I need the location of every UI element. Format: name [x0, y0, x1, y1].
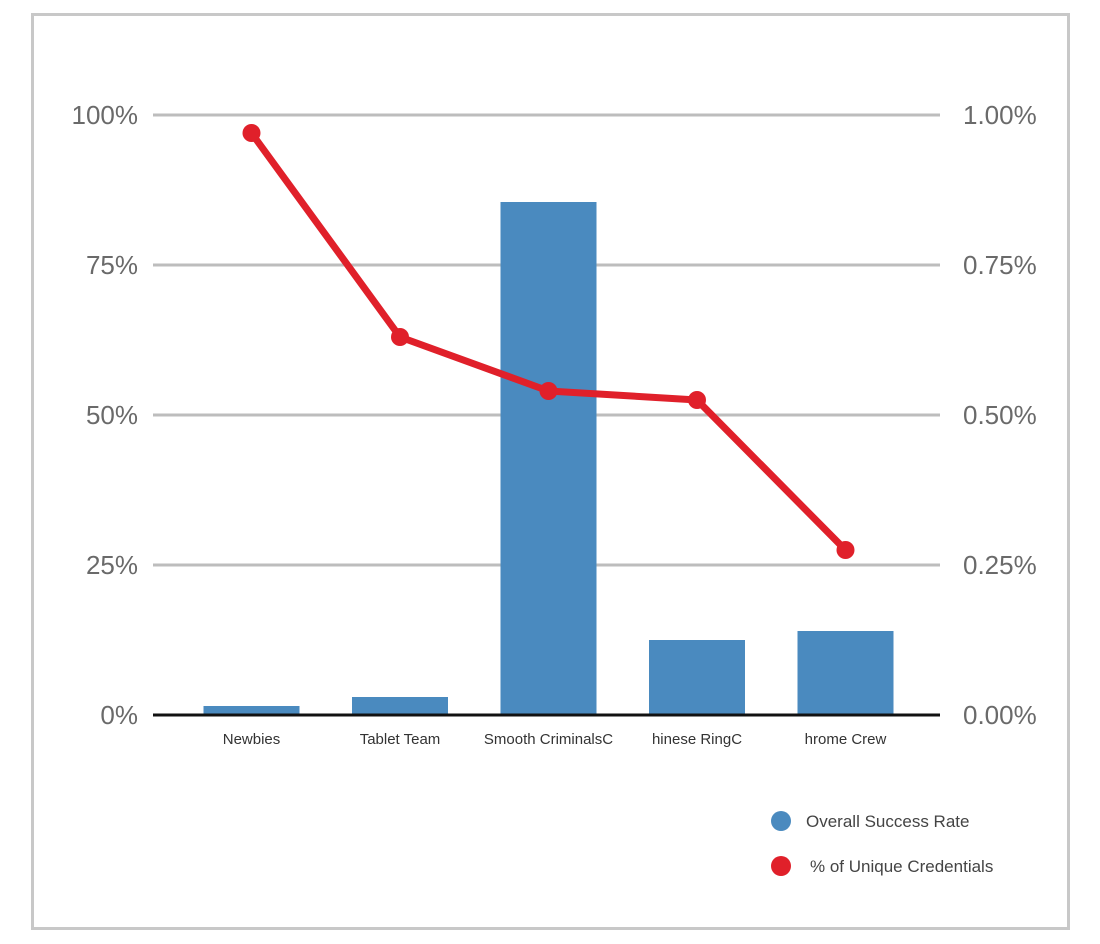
legend-marker	[771, 811, 791, 831]
legend: Overall Success Rate % of Unique Credenti…	[771, 811, 993, 876]
line-series	[242, 124, 855, 559]
line-point	[391, 328, 409, 346]
y-right-tick-label: 0.75%	[963, 250, 1037, 280]
line-point	[539, 382, 558, 400]
bar	[352, 697, 448, 715]
x-tick-label: hrome Crew	[805, 731, 887, 748]
bar-series	[203, 202, 894, 715]
x-tick-label: Newbies	[223, 731, 281, 748]
line-point	[242, 124, 261, 142]
y-left-tick-label: 25%	[86, 550, 138, 580]
bar	[500, 202, 597, 715]
legend-marker	[771, 856, 791, 876]
x-tick-label: hinese RingC	[652, 731, 742, 748]
x-tick-label: Smooth CriminalsC	[484, 731, 613, 748]
bar	[649, 640, 745, 715]
y-left-tick-label: 100%	[72, 100, 139, 130]
y-left-tick-label: 0%	[100, 700, 138, 730]
bar	[797, 631, 894, 715]
x-tick-label: Tablet Team	[360, 731, 441, 748]
axis-labels: 0% 25% 50% 75% 100% 0.00% 0.25% 0.50% 0.75% 1.00%…	[72, 100, 1037, 748]
line-point	[688, 391, 706, 409]
y-left-tick-label: 75%	[86, 250, 138, 280]
line-point	[836, 541, 855, 559]
bar	[203, 706, 300, 715]
y-right-tick-label: 0.25%	[963, 550, 1037, 580]
y-right-tick-label: 1.00%	[963, 100, 1037, 130]
y-left-tick-label: 50%	[86, 400, 138, 430]
legend-label: Overall Success Rate	[806, 812, 969, 831]
y-right-tick-label: 0.50%	[963, 400, 1037, 430]
legend-label: % of Unique Credentials	[810, 857, 993, 876]
y-right-tick-label: 0.00%	[963, 700, 1037, 730]
